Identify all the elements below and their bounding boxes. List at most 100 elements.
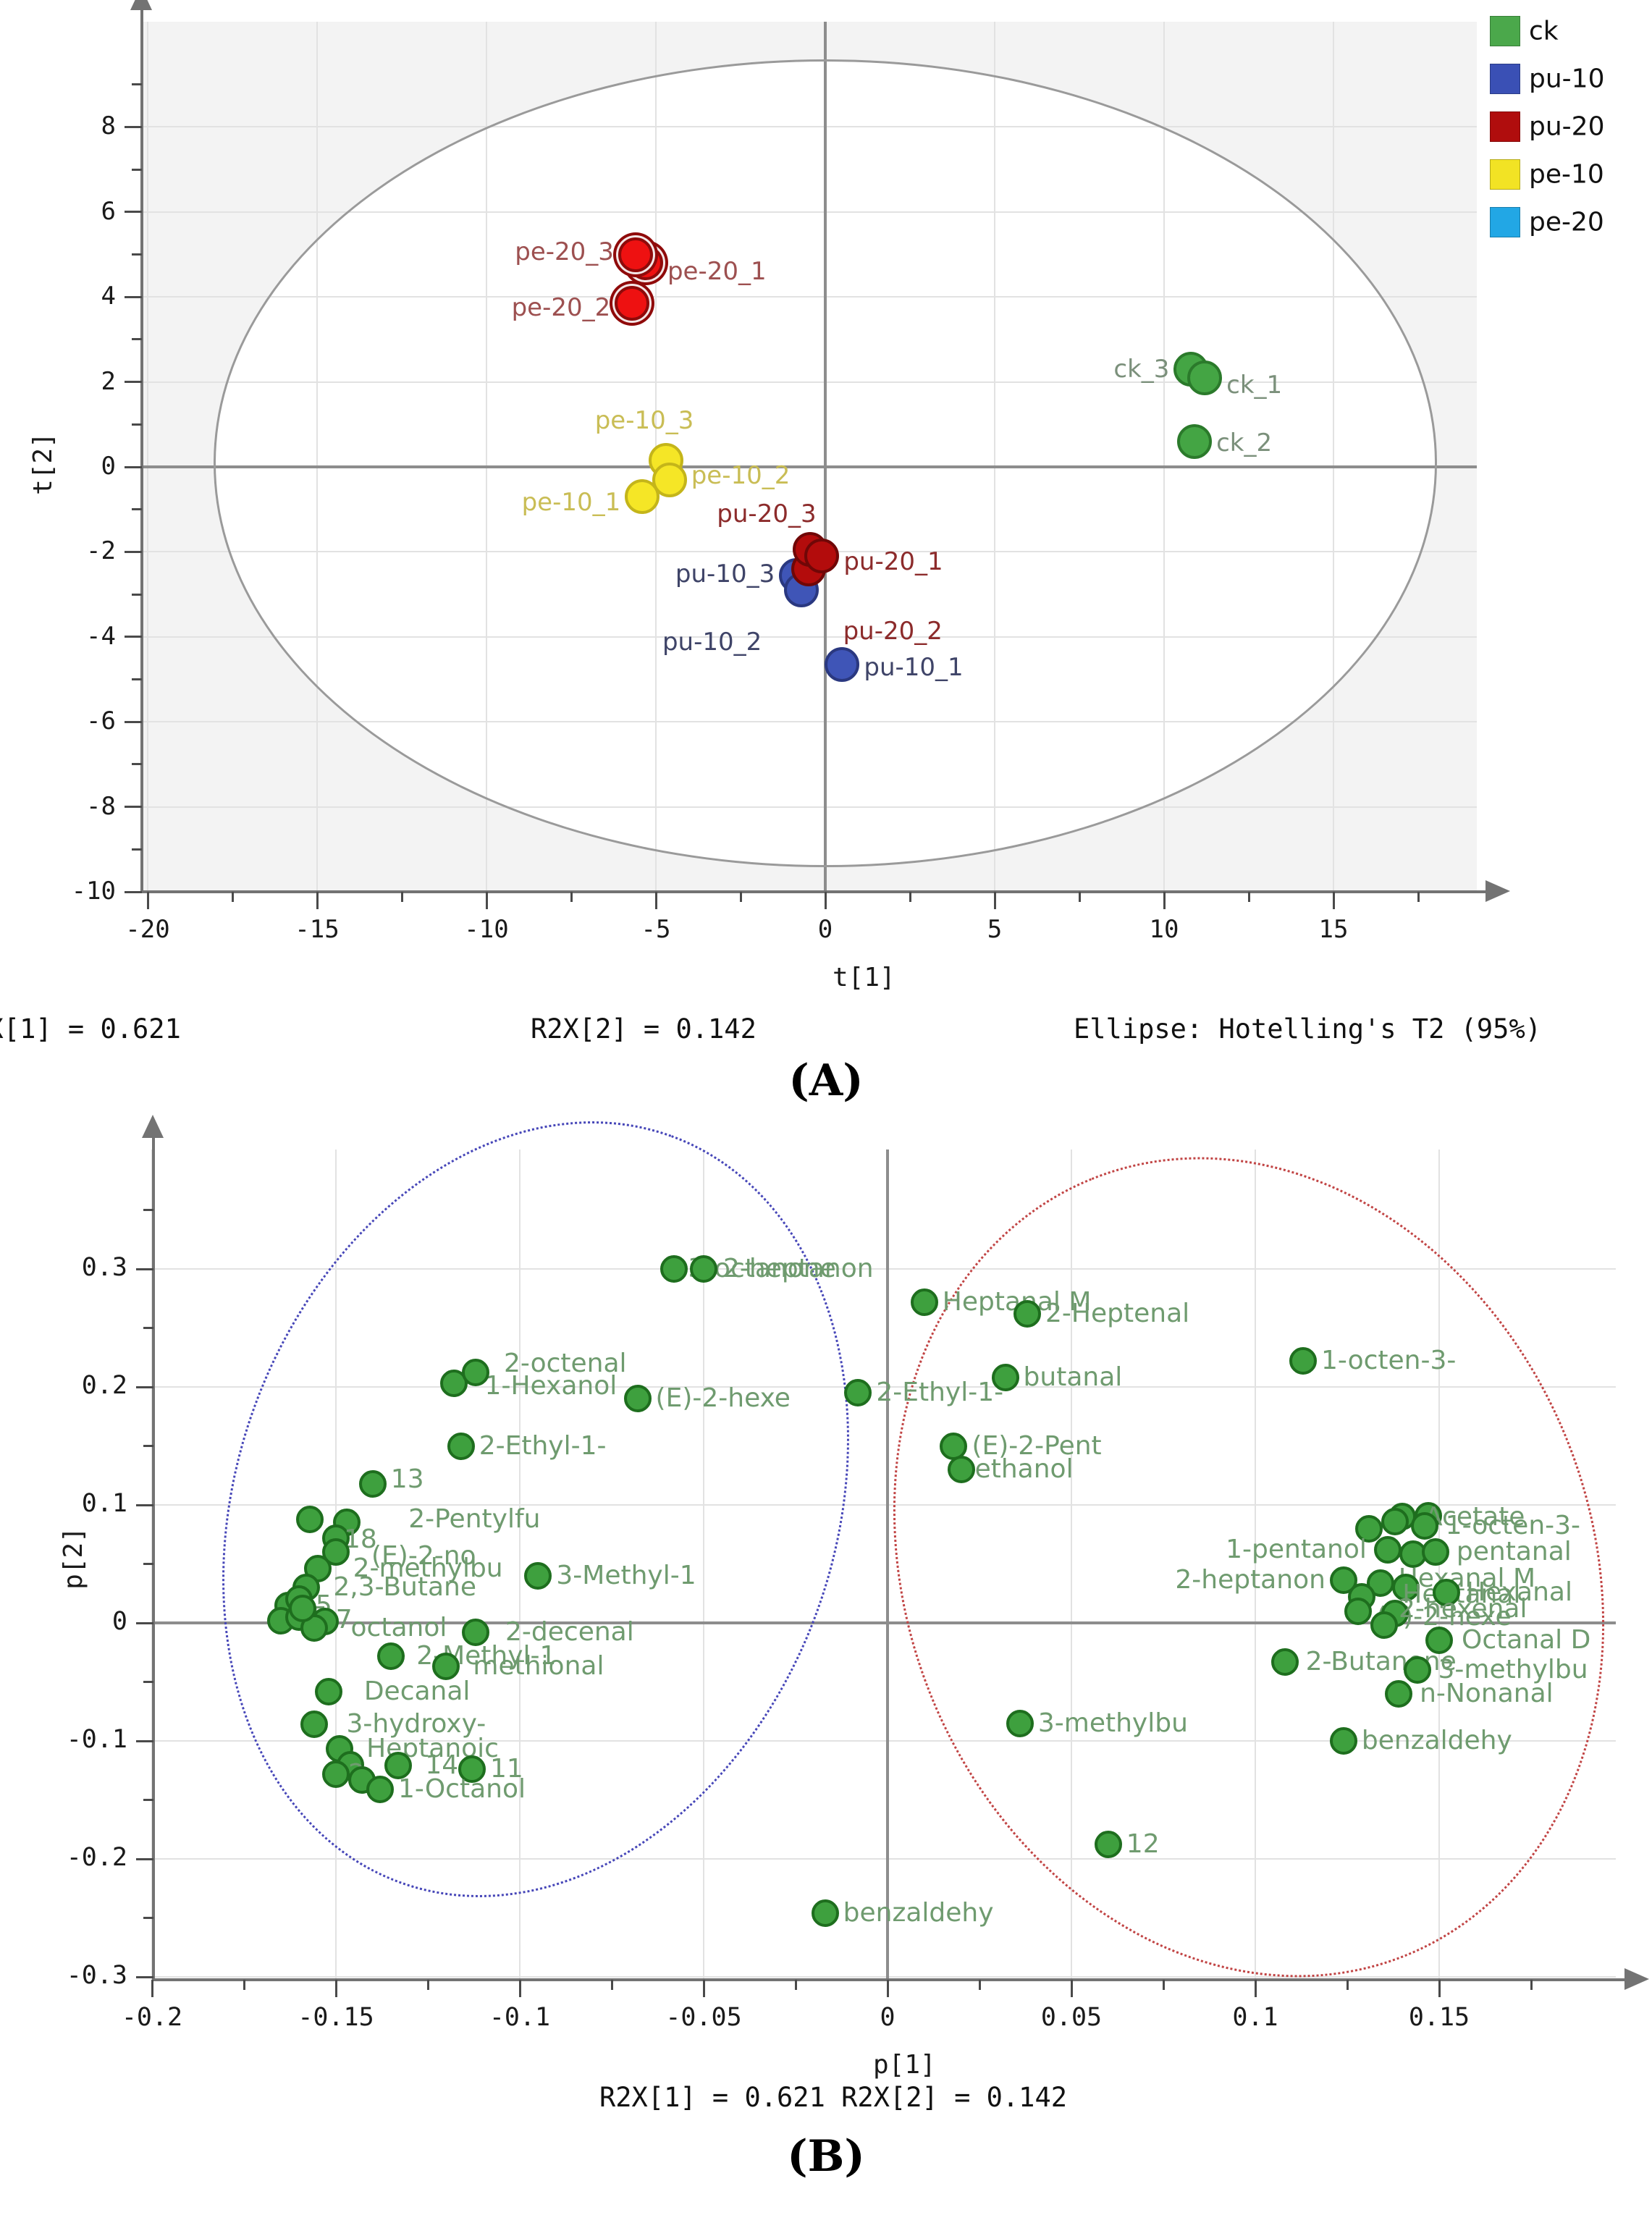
data-point-pe-10_1 (625, 479, 660, 515)
point-label: pu-10_1 (864, 652, 964, 682)
y-minor-tick (132, 678, 142, 680)
point-label: 1-Hexanol (484, 1371, 618, 1401)
gridline-y (153, 1268, 1616, 1270)
panel-b-y-axis-label: p[2] (58, 1527, 88, 1590)
point-label: Hexanal M (1398, 1563, 1536, 1593)
data-point (296, 1505, 324, 1533)
x-tick (993, 892, 996, 909)
data-point-ck_2 (1177, 423, 1213, 459)
point-label: 1-pentanol (1226, 1534, 1367, 1564)
x-tick-label: -15 (295, 915, 340, 944)
y-minor-tick (143, 1917, 153, 1919)
data-point-(E)-2-hexe (623, 1385, 652, 1413)
y-tick (125, 806, 142, 809)
x-tick (146, 892, 149, 909)
data-point-Acetate (1381, 1507, 1409, 1535)
y-minor-tick (132, 83, 142, 86)
x-minor-tick (1530, 1980, 1533, 1990)
y-tick (125, 550, 142, 553)
legend-label-pu-10: pu-10 (1529, 64, 1605, 94)
point-label: 2,3-Butane (333, 1572, 476, 1603)
point-label: 3-hydroxy- (346, 1709, 486, 1739)
y-tick (125, 125, 142, 128)
y-minor-tick (132, 253, 142, 256)
y-tick-label: 0.1 (81, 1489, 127, 1519)
legend-swatch-pe-20 (1490, 207, 1520, 237)
data-point-1-pentanol (1373, 1535, 1402, 1564)
data-point-pentanal (1421, 1538, 1449, 1566)
point-label: 18 (344, 1524, 377, 1554)
x-tick (1332, 892, 1335, 909)
data-point-12 (1094, 1831, 1122, 1859)
x-minor-tick (570, 892, 573, 902)
point-label: Octanal D (1462, 1625, 1591, 1655)
data-point-3-octanone (660, 1255, 688, 1283)
gridline-x (519, 1150, 521, 1980)
y-minor-tick (143, 1681, 153, 1683)
x-minor-tick (794, 1980, 797, 1990)
y-tick-label: 6 (101, 196, 116, 226)
point-label: pu-10_3 (675, 559, 775, 589)
gridline-y (153, 1740, 1616, 1742)
y-tick-label: -2 (86, 536, 116, 566)
data-point-13 (358, 1469, 387, 1498)
x-tick-label: -0.05 (665, 2003, 742, 2032)
data-point-Octanal D (1425, 1627, 1453, 1655)
point-label: pu-10_2 (662, 628, 762, 657)
point-label: 13 (390, 1464, 424, 1494)
data-point-Decanal (314, 1677, 342, 1705)
data-point-Heptanal M (910, 1288, 938, 1316)
y-axis-arrow-icon (130, 0, 152, 10)
panel-a-title: (A) (788, 1055, 864, 1106)
point-label: (E)-2-hexe (655, 1383, 791, 1414)
data-point-2 (322, 1760, 350, 1788)
point-label: pe-10_3 (594, 406, 694, 436)
x-tick (1070, 1980, 1073, 1997)
point-label: pe-20_2 (511, 293, 611, 322)
gridline-x (1255, 1150, 1256, 1980)
x-minor-tick (1078, 892, 1081, 902)
y-tick-label: 0 (111, 1607, 127, 1637)
data-point-benzaldehy (1329, 1727, 1357, 1755)
x-minor-tick (610, 1980, 613, 1990)
y-tick (136, 1739, 153, 1742)
data-point-2-Ethyl-1- (447, 1432, 475, 1460)
x-axis-line (142, 890, 1487, 893)
y-axis-arrow-icon (142, 1115, 164, 1138)
zero-line-horizontal (153, 1621, 1616, 1624)
y-axis-line (140, 10, 143, 893)
data-point-2-decenal (462, 1619, 490, 1647)
y-minor-tick (132, 168, 142, 171)
panel-a-ellipse-note: Ellipse: Hotelling's T2 (95%) (1074, 1013, 1542, 1045)
point-label: 11 (489, 1754, 523, 1784)
x-tick (1163, 892, 1166, 909)
y-tick-label: -10 (71, 876, 116, 906)
hotelling-ellipse-border (214, 59, 1437, 867)
x-minor-tick (400, 892, 403, 902)
x-tick-label: 5 (987, 915, 1003, 944)
data-point-3-Methyl-1 (524, 1561, 552, 1590)
x-tick-label: -5 (641, 915, 671, 944)
y-minor-tick (143, 1445, 153, 1447)
data-point-ethanol (947, 1456, 975, 1484)
point-label: 3-methylbu (1438, 1655, 1588, 1685)
data-point-Hexanal (1433, 1578, 1461, 1606)
x-tick-label: -0.2 (121, 2003, 183, 2032)
zero-line-vertical (886, 1150, 889, 1980)
x-tick-label: 0 (880, 2003, 895, 2032)
data-point-benzaldehy (811, 1899, 839, 1927)
point-label: pe-20_1 (667, 257, 767, 287)
point-label: pe-10_1 (521, 488, 621, 518)
point-label: 2-Heptenal (1045, 1298, 1190, 1328)
gridline-y (153, 1504, 1616, 1506)
y-tick-label: -8 (86, 791, 116, 821)
data-point (1370, 1611, 1398, 1640)
data-point-butanal (991, 1363, 1019, 1391)
point-label: 2-Ethyl-1- (876, 1378, 1004, 1408)
point-label: 3-methylbu (1037, 1708, 1188, 1738)
point-label: pu-20_2 (843, 616, 943, 646)
data-point-pu-10_1 (825, 646, 860, 682)
data-point (1355, 1514, 1383, 1543)
y-tick-label: -4 (86, 621, 116, 651)
